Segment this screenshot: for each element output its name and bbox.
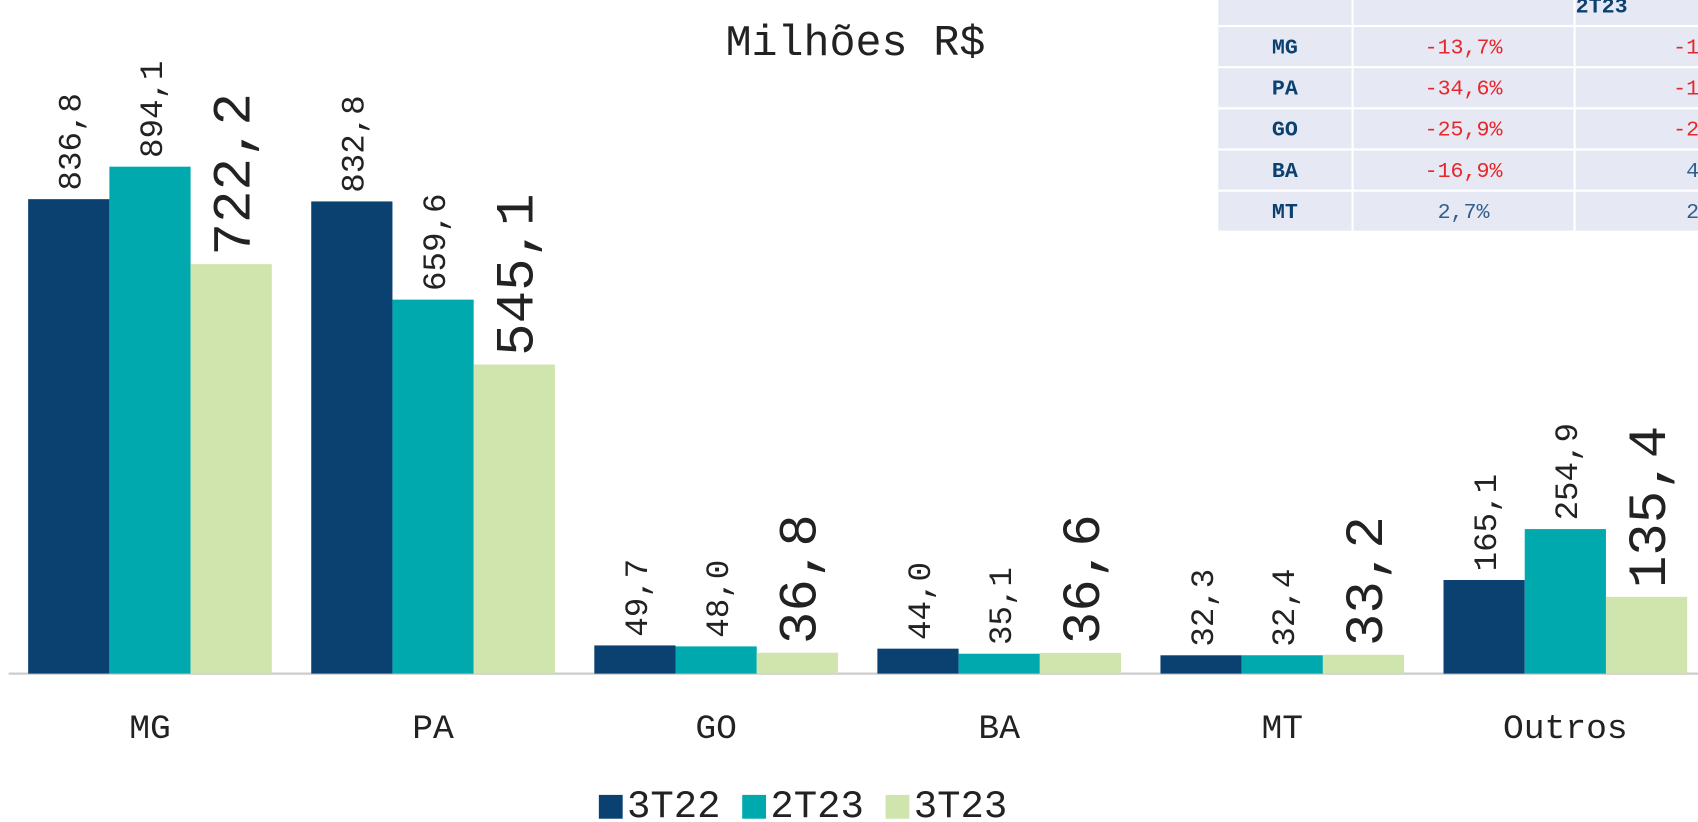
bar (311, 201, 393, 674)
table-value: -23,3 (1673, 118, 1698, 143)
bar (1241, 655, 1323, 674)
bar (190, 264, 272, 674)
legend-swatch (742, 794, 767, 819)
data-label: 36,8 (772, 514, 833, 644)
table-value: -25,9% (1425, 118, 1503, 143)
bar (28, 199, 110, 674)
row-label: MT (1272, 200, 1298, 225)
table-cell (1353, 68, 1574, 108)
table-value: -16,9% (1425, 159, 1503, 184)
bar (1322, 654, 1405, 674)
data-label: 894,1 (135, 61, 172, 158)
row-label: GO (1272, 118, 1298, 143)
table-header-cell (1353, 0, 1574, 25)
data-label: 48,0 (701, 560, 738, 638)
row-label: BA (1272, 159, 1298, 184)
x-tick-label: PA (412, 710, 454, 749)
bar (1605, 596, 1688, 674)
data-label: 722,2 (206, 93, 267, 255)
data-label: 49,7 (620, 559, 657, 637)
table-cell (1218, 27, 1352, 67)
bar (1039, 652, 1122, 674)
data-label: 832,8 (337, 95, 374, 192)
bar (1443, 579, 1525, 674)
table-header: 2T23 (1576, 0, 1628, 19)
bar (958, 653, 1040, 674)
data-label: 32,3 (1186, 569, 1223, 647)
table-cell (1218, 191, 1352, 231)
bar (877, 648, 959, 674)
row-label: PA (1272, 77, 1298, 102)
table-cell (1353, 109, 1574, 149)
table-value: 4,2% (1686, 159, 1698, 184)
table-value: -34,6% (1425, 77, 1503, 102)
data-label: 33,2 (1338, 516, 1399, 646)
x-tick-label: BA (978, 710, 1020, 749)
table-cell (1218, 68, 1352, 108)
data-label: 44,0 (903, 562, 940, 640)
bar (594, 645, 676, 674)
bar (392, 299, 474, 674)
legend-label: 2T23 (770, 785, 864, 822)
table-header-cell (1218, 0, 1352, 25)
table-cell (1353, 150, 1574, 190)
legend-label: 3T23 (914, 785, 1008, 822)
table-cell (1575, 109, 1698, 149)
table-value: -19,2 (1673, 35, 1698, 60)
x-tick-label: MG (129, 710, 171, 749)
legend-swatch (598, 794, 623, 819)
table-cell (1575, 150, 1698, 190)
data-label: 836,8 (54, 93, 91, 190)
data-label: 32,4 (1267, 569, 1304, 647)
data-label: 165,1 (1469, 474, 1506, 571)
x-tick-label: MT (1261, 710, 1303, 749)
table-cell (1575, 191, 1698, 231)
data-label: 135,4 (1621, 426, 1682, 588)
table-cell (1353, 191, 1574, 231)
bar (109, 166, 191, 674)
table-header-cell (1575, 0, 1698, 25)
bar (1160, 655, 1242, 674)
legend-label: 3T22 (627, 785, 721, 822)
x-tick-label: Outros (1503, 710, 1628, 749)
x-tick-label: GO (695, 710, 737, 749)
data-label: 36,6 (1055, 514, 1116, 644)
legend-swatch (885, 794, 910, 819)
bar (675, 646, 757, 674)
chart-title: Milhões R$ (726, 20, 986, 69)
data-label: 35,1 (984, 567, 1021, 645)
data-label: 254,9 (1550, 423, 1587, 520)
table-cell (1353, 27, 1574, 67)
row-label: MG (1272, 35, 1298, 60)
table-value: 2,7% (1438, 200, 1490, 225)
table-cell (1218, 109, 1352, 149)
table-value: 2,3% (1686, 200, 1698, 225)
bar (473, 364, 555, 674)
data-label: 545,1 (489, 193, 550, 355)
table-cell (1218, 150, 1352, 190)
data-label: 659,6 (418, 194, 455, 291)
table-cell (1575, 68, 1698, 108)
bar (756, 652, 838, 674)
table-value: -17,4 (1673, 77, 1698, 102)
table-value: -13,7% (1425, 35, 1503, 60)
table-cell (1575, 27, 1698, 67)
bar (1524, 529, 1606, 674)
